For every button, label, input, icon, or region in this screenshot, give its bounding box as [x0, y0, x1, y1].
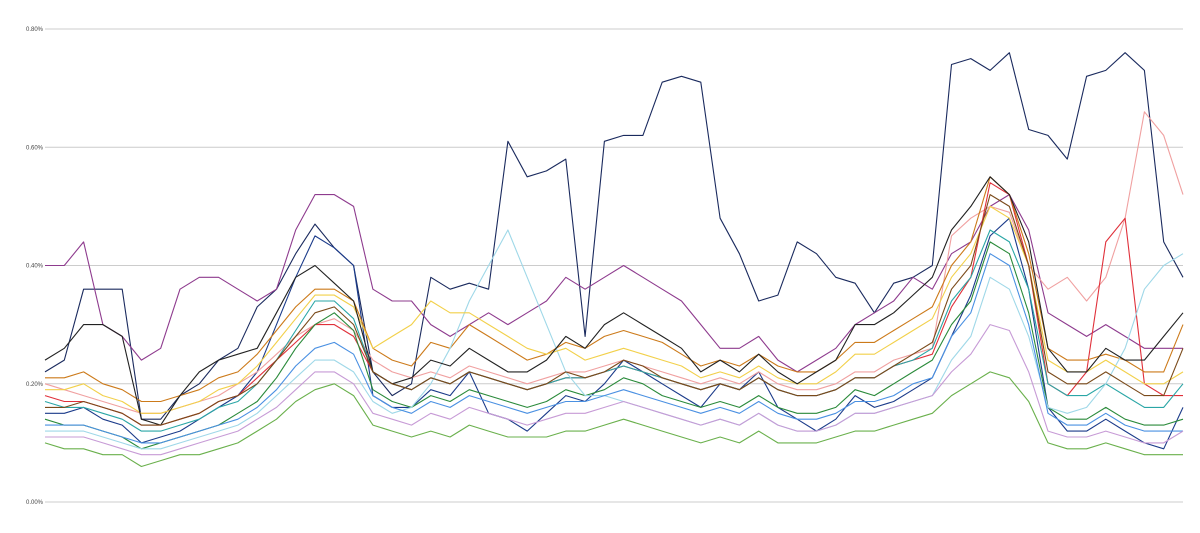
series-line-3 — [44, 111, 1184, 414]
series-line-9 — [45, 229, 1184, 450]
gridlines — [45, 28, 1183, 503]
series-line-10 — [45, 205, 1184, 414]
y-tick-label: 0.40% — [26, 264, 44, 270]
series-line-13 — [45, 253, 1183, 444]
series-line-11 — [44, 176, 1184, 426]
series-line-12 — [45, 194, 1184, 426]
series-line-8 — [44, 229, 1184, 432]
series-line-14 — [45, 324, 1184, 456]
y-tick-label: 0.20% — [26, 382, 44, 388]
series-line-2 — [45, 194, 1183, 373]
y-tick-label: 0.80% — [26, 27, 44, 33]
series-line-7 — [44, 371, 1183, 468]
series-line-6 — [44, 241, 1184, 450]
y-axis-tick-labels: 0.00% 0.20% 0.40% 0.60% 0.80% — [26, 27, 44, 506]
series-lines — [44, 52, 1184, 468]
y-tick-label: 0.60% — [26, 145, 44, 151]
series-line-0 — [44, 52, 1184, 420]
y-tick-label: 0.00% — [26, 500, 44, 506]
series-line-5 — [45, 176, 1184, 403]
series-line-1 — [45, 217, 1184, 450]
